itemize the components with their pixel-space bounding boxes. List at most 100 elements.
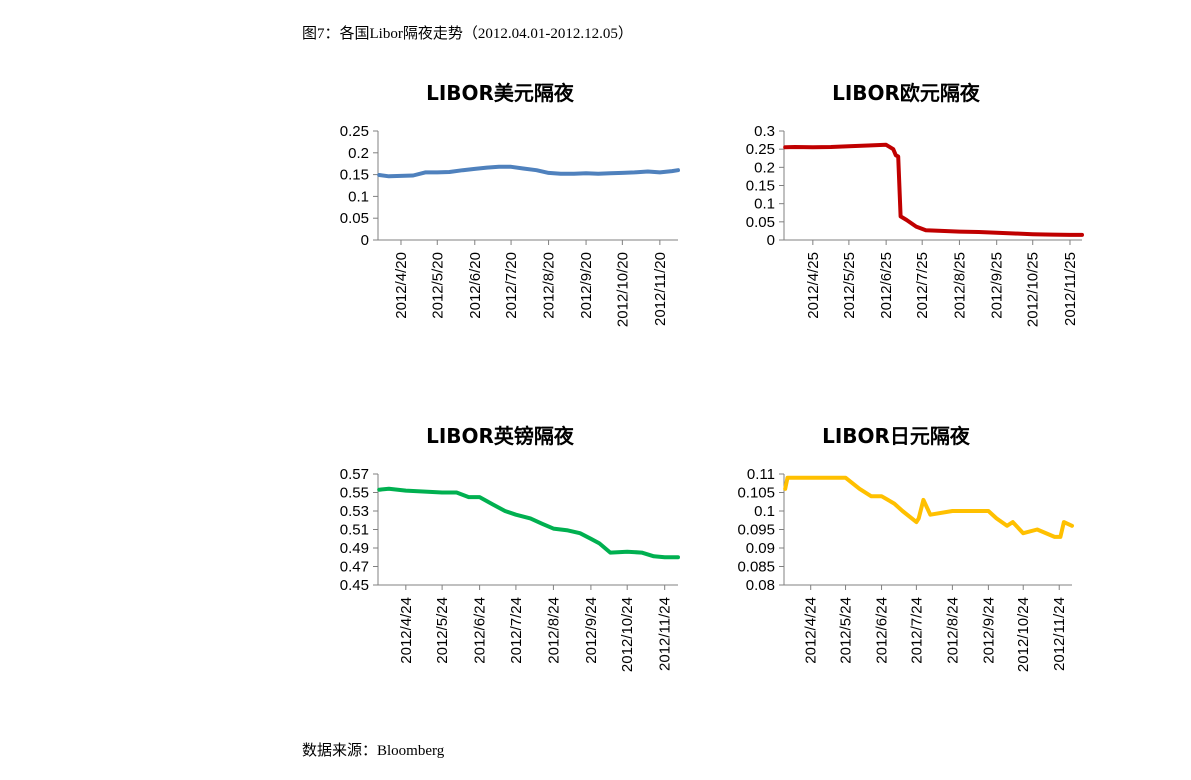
x-tick-label: 2012/7/24 xyxy=(508,597,525,664)
data-point xyxy=(455,491,458,494)
y-tick-label: 0.53 xyxy=(340,503,369,520)
data-point xyxy=(940,229,943,232)
data-point xyxy=(1036,528,1039,531)
data-point xyxy=(663,556,666,559)
data-point xyxy=(1013,232,1016,235)
data-point xyxy=(829,146,832,149)
x-tick-label: 2012/6/25 xyxy=(878,252,895,319)
x-tick-label: 2012/8/25 xyxy=(951,252,968,319)
data-point xyxy=(870,495,873,498)
data-point xyxy=(811,146,814,149)
data-point xyxy=(609,551,612,554)
data-point xyxy=(589,537,592,540)
data-point xyxy=(784,487,787,490)
data-point xyxy=(784,146,787,149)
x-tick-label: 2012/5/20 xyxy=(429,252,446,319)
data-point xyxy=(867,144,870,147)
data-point xyxy=(514,513,517,516)
data-point xyxy=(552,527,555,530)
y-tick-label: 0 xyxy=(361,232,369,249)
figure-source: 数据来源：Bloomberg xyxy=(302,743,445,759)
data-point xyxy=(958,230,961,233)
data-point xyxy=(1071,524,1074,527)
x-tick-label: 2012/7/20 xyxy=(503,252,520,319)
data-point xyxy=(491,503,494,506)
chart-panel-1: LIBOR美元隔夜 0.25 0.2 0.15 0.1 0.05 0 2012/4/20 201… xyxy=(340,81,680,327)
y-tick-label: 0.105 xyxy=(737,485,775,502)
y-tick-label: 0.08 xyxy=(746,577,775,594)
data-point xyxy=(987,510,990,513)
y-tick-label: 0.3 xyxy=(754,123,775,140)
chart-title: LIBOR日元隔夜 xyxy=(822,424,971,448)
chart-panel-2: LIBOR欧元隔夜 0.30.250.2 0.150.10.050 2012/4/25… xyxy=(746,81,1084,327)
y-tick-label: 0.2 xyxy=(348,145,369,162)
data-point xyxy=(809,476,812,479)
x-tick-label: 2012/4/25 xyxy=(805,252,822,319)
data-point xyxy=(924,229,927,232)
data-point xyxy=(597,172,600,175)
data-point xyxy=(1081,233,1084,236)
y-tick-label: 0.55 xyxy=(340,485,369,502)
x-tick-label: 2012/10/25 xyxy=(1025,252,1042,327)
data-point xyxy=(965,510,968,513)
chart-panel-3: LIBOR英镑隔夜 0.57 0.550.53 0.510.49 0.470.45 201… xyxy=(340,424,680,672)
data-point xyxy=(786,476,789,479)
data-point xyxy=(982,510,985,513)
data-point xyxy=(844,476,847,479)
data-point xyxy=(885,143,888,146)
data-point xyxy=(387,487,390,490)
data-point xyxy=(448,171,451,174)
data-point xyxy=(897,155,900,158)
y-tick-label: 0.2 xyxy=(754,159,775,176)
data-point xyxy=(640,551,643,554)
data-point xyxy=(478,496,481,499)
data-point xyxy=(793,146,796,149)
y-tick-label: 0.085 xyxy=(737,559,775,576)
data-point xyxy=(922,498,925,501)
data-point xyxy=(498,165,501,168)
x-tick-label: 2012/10/24 xyxy=(619,597,636,672)
data-point xyxy=(892,148,895,151)
x-tick-label: 2012/5/24 xyxy=(838,597,855,664)
x-tick-label: 2012/7/25 xyxy=(914,252,931,319)
data-point xyxy=(995,231,998,234)
x-tick-label: 2012/9/24 xyxy=(980,597,997,664)
series-line xyxy=(377,164,680,179)
y-tick-label: 0.57 xyxy=(340,466,369,483)
data-point xyxy=(880,495,883,498)
y-tick-label: 0.15 xyxy=(746,178,775,195)
data-point xyxy=(977,231,980,234)
data-point xyxy=(424,490,427,493)
data-point xyxy=(1051,233,1054,236)
y-tick-label: 0 xyxy=(767,232,775,249)
data-point xyxy=(847,145,850,148)
x-tick-label: 2012/4/24 xyxy=(398,597,415,664)
y-tick-label: 0.51 xyxy=(340,522,369,539)
data-point xyxy=(473,167,476,170)
x-tick-label: 2012/9/20 xyxy=(578,252,595,319)
x-tick-label: 2012/8/24 xyxy=(944,597,961,664)
data-point xyxy=(1022,532,1025,535)
data-point xyxy=(626,550,629,553)
data-point xyxy=(436,171,439,174)
data-point xyxy=(387,175,390,178)
x-tick-label: 2012/9/25 xyxy=(989,252,1006,319)
data-point xyxy=(400,174,403,177)
data-point xyxy=(535,169,538,172)
data-point xyxy=(677,556,680,559)
data-point xyxy=(529,517,532,520)
figure-caption: 图7：各国Libor隔夜走势（2012.04.01-2012.12.05） xyxy=(302,26,633,42)
chart-title: LIBOR英镑隔夜 xyxy=(426,424,575,448)
y-tick-label: 0.1 xyxy=(348,188,369,205)
data-point xyxy=(404,489,407,492)
data-point xyxy=(504,510,507,513)
data-point xyxy=(522,167,525,170)
x-tick-label: 2012/5/25 xyxy=(841,252,858,319)
x-tick-label: 2012/6/20 xyxy=(467,252,484,319)
data-point xyxy=(677,169,680,172)
data-point xyxy=(893,502,896,505)
x-tick-label: 2012/10/20 xyxy=(614,252,631,327)
series-line xyxy=(377,486,680,560)
data-point xyxy=(905,219,908,222)
